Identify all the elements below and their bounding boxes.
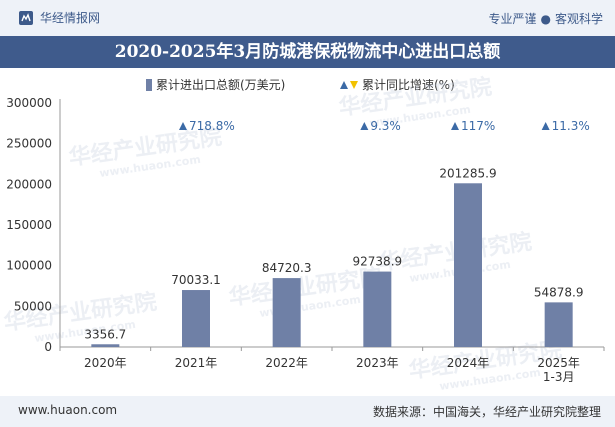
x-tick-label: 2025年 [537, 356, 580, 370]
bar-value-label: 54878.9 [534, 285, 584, 299]
top-bar: 华经情报网 专业严谨 ● 客观科学 [0, 0, 615, 36]
x-tick-label: 1-3月 [543, 370, 575, 384]
y-tick-label: 100000 [6, 259, 52, 273]
chart-title: 2020-2025年3月防城港保税物流中心进出口总额 [0, 36, 615, 68]
growth-label: 9.3% [370, 119, 401, 133]
legend-bar-swatch [146, 78, 152, 91]
huajing-logo-icon [19, 10, 33, 25]
x-tick-label: 2023年 [356, 356, 399, 370]
y-tick-label: 300000 [6, 96, 52, 110]
x-tick-label: 2022年 [265, 356, 308, 370]
tagline-separator: ● [540, 12, 551, 26]
tagline-left: 专业严谨 [488, 12, 537, 26]
footer-url[interactable]: www.huaon.com [18, 403, 118, 417]
bar-value-label: 84720.3 [262, 261, 312, 275]
x-tick-label: 2024年 [447, 356, 490, 370]
y-tick-label: 250000 [6, 137, 52, 151]
bar [182, 290, 210, 347]
legend-label-growth: 累计同比增速(%) [362, 78, 455, 92]
brand-name: 华经情报网 [40, 11, 101, 25]
legend-item-growth: 累计同比增速(%) [340, 76, 455, 93]
footer: www.huaon.com 数据来源：中国海关，华经产业研究院整理 [0, 396, 615, 427]
x-tick-label: 2021年 [175, 356, 218, 370]
tagline-right: 客观科学 [554, 12, 603, 26]
bar-value-label: 92738.9 [353, 255, 403, 269]
growth-up-triangle-icon [360, 122, 369, 130]
y-tick-label: 0 [44, 340, 52, 354]
bar [544, 302, 573, 347]
bar-value-label: 70033.1 [171, 273, 221, 287]
bar [272, 278, 301, 347]
legend-down-triangle-icon [350, 80, 358, 89]
y-tick-label: 200000 [6, 177, 52, 191]
legend-up-triangle-icon [340, 80, 348, 89]
legend-item-total: 累计进出口总额(万美元) [146, 76, 285, 93]
y-tick-label: 150000 [6, 218, 52, 232]
bar-value-label: 201285.9 [439, 166, 496, 180]
x-tick-label: 2020年 [84, 356, 127, 370]
growth-up-triangle-icon [541, 122, 550, 130]
bar [363, 271, 392, 347]
footer-source: 数据来源：中国海关，华经产业研究院整理 [372, 405, 601, 419]
y-tick-label: 50000 [14, 299, 52, 313]
growth-label: 11.3% [552, 119, 590, 133]
bar-value-label: 3356.7 [84, 327, 126, 341]
brand[interactable]: 华经情报网 [18, 9, 100, 26]
growth-label: 718.8% [189, 119, 235, 133]
growth-up-triangle-icon [179, 122, 187, 130]
growth-up-triangle-icon [451, 122, 459, 130]
bar [91, 344, 120, 347]
growth-label: 117% [461, 119, 495, 133]
legend: 累计进出口总额(万美元) 累计同比增速(%) [0, 76, 615, 94]
tagline: 专业严谨 ● 客观科学 [488, 10, 603, 27]
legend-label-total: 累计进出口总额(万美元) [156, 78, 286, 92]
bar-chart: 华经产业研究院www.huaon.com华经产业研究院www.huaon.com… [2, 74, 605, 393]
bar [454, 183, 482, 347]
